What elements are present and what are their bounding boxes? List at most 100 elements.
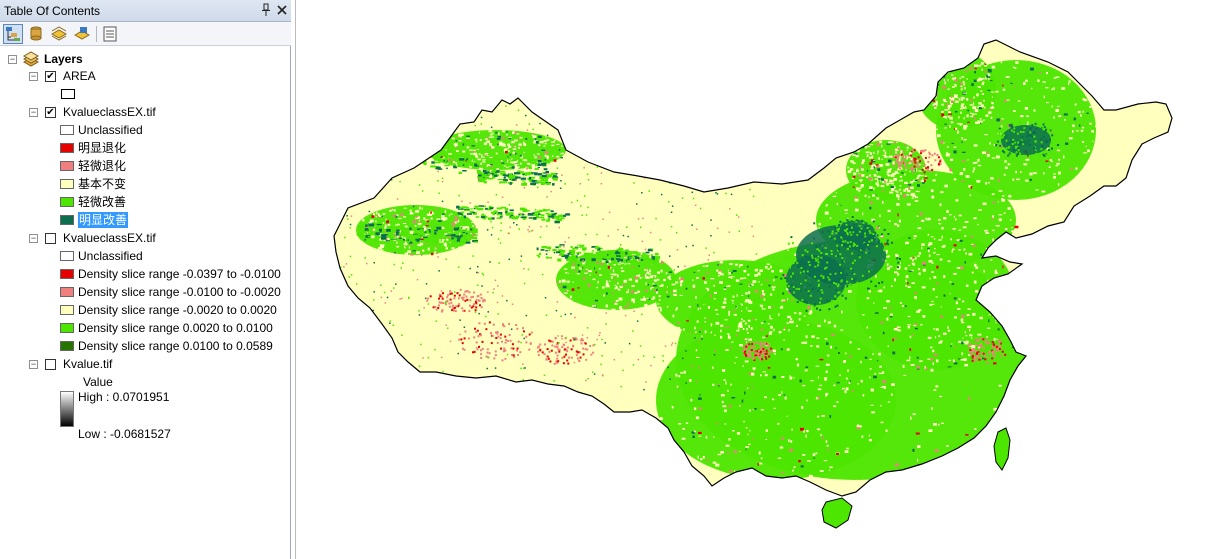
raster-pixel: [440, 290, 443, 292]
legend-item[interactable]: 明显改善: [0, 212, 291, 228]
close-icon[interactable]: [276, 3, 288, 17]
raster-pixel: [754, 274, 758, 277]
legend-item[interactable]: Density slice range -0.0100 to -0.0020: [0, 284, 291, 300]
raster-pixel: [423, 307, 425, 309]
raster-pixel: [625, 249, 629, 253]
layer-visibility-checkbox[interactable]: [45, 233, 56, 244]
raster-pixel: [747, 332, 749, 334]
raster-pixel: [344, 341, 347, 343]
legend-item[interactable]: Density slice range 0.0020 to 0.0100: [0, 320, 291, 336]
layer-kvalueclassex-classified[interactable]: − ✔ KvalueclassEX.tif: [0, 104, 291, 120]
raster-pixel: [471, 389, 473, 392]
raster-pixel: [1072, 130, 1074, 133]
raster-pixel: [540, 112, 543, 114]
layer-area[interactable]: − ✔ AREA: [0, 68, 291, 84]
toc-title: Table Of Contents: [4, 4, 101, 18]
raster-pixel: [833, 282, 835, 284]
collapse-icon[interactable]: −: [8, 54, 17, 64]
raster-pixel: [480, 216, 486, 219]
raster-pixel: [490, 220, 492, 223]
raster-pixel: [462, 309, 465, 312]
legend-item[interactable]: Unclassified: [0, 122, 291, 138]
collapse-icon[interactable]: −: [29, 107, 38, 117]
legend-item[interactable]: 轻微退化: [0, 158, 291, 174]
legend-item[interactable]: 基本不变: [0, 176, 291, 192]
raster-pixel: [508, 204, 511, 206]
raster-pixel: [964, 70, 968, 73]
list-by-selection-icon[interactable]: [72, 24, 92, 44]
raster-pixel: [862, 314, 865, 316]
map-canvas[interactable]: [296, 0, 1215, 559]
list-by-source-icon[interactable]: [26, 24, 46, 44]
collapse-icon[interactable]: −: [29, 359, 38, 369]
legend-item[interactable]: Density slice range -0.0020 to 0.0020: [0, 302, 291, 318]
layer-visibility-checkbox[interactable]: [45, 359, 56, 370]
raster-pixel: [529, 342, 532, 345]
pin-icon[interactable]: [260, 3, 272, 17]
raster-pixel: [452, 307, 455, 310]
raster-pixel: [801, 299, 804, 302]
raster-pixel: [675, 118, 677, 121]
raster-pixel: [377, 216, 379, 218]
raster-pixel: [449, 292, 452, 295]
raster-pixel: [744, 354, 747, 356]
raster-pixel: [420, 343, 422, 346]
raster-pixel: [386, 220, 389, 224]
raster-pixel: [836, 228, 839, 231]
raster-pixel: [901, 160, 904, 163]
raster-pixel: [515, 215, 520, 218]
raster-pixel: [670, 211, 673, 213]
legend-item[interactable]: Unclassified: [0, 248, 291, 264]
raster-pixel: [743, 348, 746, 351]
raster-pixel: [961, 341, 964, 345]
raster-pixel: [745, 427, 748, 429]
raster-pixel: [438, 192, 440, 194]
raster-pixel: [851, 252, 854, 255]
legend-item[interactable]: 轻微改善: [0, 194, 291, 210]
list-by-drawing-order-icon[interactable]: [3, 24, 23, 44]
raster-pixel: [834, 305, 837, 308]
tree-root-layers[interactable]: − Layers: [0, 51, 291, 67]
raster-pixel: [951, 100, 954, 104]
raster-pixel: [520, 216, 527, 219]
raster-pixel: [376, 138, 379, 140]
legend-item[interactable]: 明显退化: [0, 140, 291, 156]
raster-pixel: [477, 158, 482, 161]
raster-pixel: [886, 182, 889, 186]
raster-pixel: [933, 152, 936, 155]
raster-pixel: [962, 300, 965, 303]
raster-pixel: [987, 342, 989, 345]
raster-pixel: [825, 392, 829, 396]
raster-pixel: [857, 238, 860, 241]
raster-pixel: [477, 335, 480, 338]
raster-pixel: [535, 140, 539, 144]
options-icon[interactable]: [100, 24, 120, 44]
collapse-icon[interactable]: −: [29, 233, 38, 243]
raster-pixel: [710, 328, 713, 330]
list-by-visibility-icon[interactable]: [49, 24, 69, 44]
raster-pixel: [841, 259, 844, 262]
raster-pixel: [366, 378, 369, 380]
raster-pixel: [767, 367, 771, 369]
legend-item[interactable]: Density slice range -0.0397 to -0.0100: [0, 266, 291, 282]
raster-pixel: [375, 236, 381, 238]
raster-pixel: [878, 352, 881, 356]
layer-kvalue[interactable]: − Kvalue.tif: [0, 356, 291, 372]
layer-visibility-checkbox[interactable]: ✔: [45, 71, 56, 82]
legend-item[interactable]: Density slice range 0.0100 to 0.0589: [0, 338, 291, 354]
raster-pixel: [727, 326, 730, 328]
raster-pixel: [467, 160, 469, 162]
map-view[interactable]: [295, 0, 1215, 559]
raster-pixel: [867, 287, 869, 290]
raster-pixel: [510, 161, 514, 164]
layer-kvalueclassex-density[interactable]: − KvalueclassEX.tif: [0, 230, 291, 246]
layer-visibility-checkbox[interactable]: ✔: [45, 107, 56, 118]
raster-pixel: [417, 234, 423, 236]
raster-pixel: [894, 463, 899, 467]
collapse-icon[interactable]: −: [29, 71, 38, 81]
raster-pixel: [534, 145, 536, 148]
raster-pixel: [968, 350, 971, 353]
raster-pixel: [980, 357, 983, 359]
raster-pixel: [728, 405, 732, 408]
raster-pixel: [870, 404, 874, 406]
